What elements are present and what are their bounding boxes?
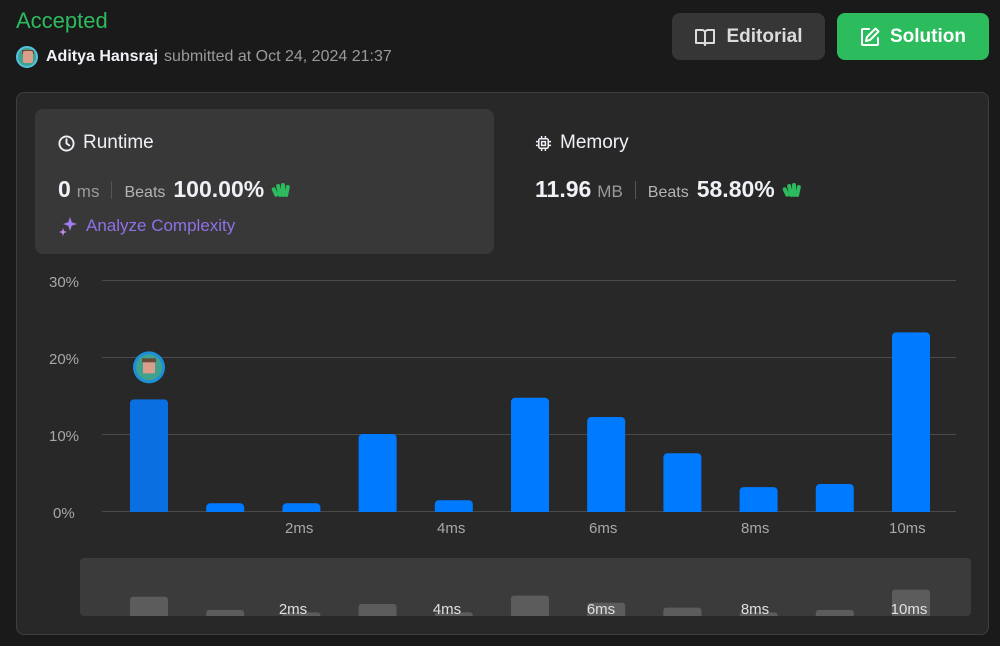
sparkle-icon [59,217,77,236]
memory-value: 11.96 [535,176,592,202]
navigator-bar [663,607,702,616]
navigator-bar [587,602,626,616]
editorial-label: Editorial [726,25,803,47]
x-axis-line [102,511,956,512]
submitted-time: submitted at Oct 24, 2024 21:37 [164,48,392,65]
y-tick-label: 10% [49,428,80,445]
navigator-bars: 2ms 4ms 6ms 8ms 10ms [130,589,930,616]
gridline [102,357,956,358]
editorial-button[interactable]: Editorial [672,13,825,60]
y-tick-label: 20% [49,351,80,368]
memory-beats-value: 58.80% [696,176,775,202]
navigator-tick-label: 4ms [433,601,461,616]
memory-beats-label: Beats [647,184,689,201]
clapping-hands-icon [782,182,801,197]
navigator-bar [130,596,168,616]
chart-navigator[interactable]: 2ms 4ms 6ms 8ms 10ms [80,558,971,616]
navigator-bar [434,612,473,616]
x-tick-label: 2ms [285,520,314,537]
avatar[interactable] [16,46,38,68]
navigator-bar [815,610,854,616]
navigator-tick-label: 8ms [741,601,769,616]
navigator-bar [892,589,930,616]
x-tick-label: 10ms [889,520,926,537]
runtime-unit: ms [76,182,100,201]
navigator-tick-label: 2ms [279,601,307,616]
book-icon [695,28,716,46]
navigator-bar [206,610,245,616]
runtime-beats-label: Beats [124,184,166,201]
navigator-tick-label: 6ms [587,601,615,616]
username-link[interactable]: Aditya Hansraj [46,48,159,65]
memory-divider [634,180,636,199]
navigator-bar [358,604,397,616]
navigator-bar [282,612,321,616]
x-tick-label: 4ms [437,520,466,537]
status-accepted: Accepted [16,8,108,33]
gridline [102,280,956,281]
clock-icon [58,134,75,152]
solution-label: Solution [890,25,966,47]
runtime-title-label: Runtime [83,132,154,153]
memory-unit: MB [597,182,623,201]
edit-icon [861,27,880,46]
solution-button[interactable]: Solution [837,13,989,60]
memory-title-label: Memory [560,132,629,153]
x-tick-label: 8ms [741,520,770,537]
submission-info: Aditya Hansraj submitted at Oct 24, 2024… [16,46,392,68]
chip-icon [535,135,552,151]
gridline [102,434,956,435]
runtime-stats: 0 ms Beats 100.00% [58,176,292,203]
clapping-hands-icon [271,182,291,197]
navigator-bar [739,612,778,616]
y-tick-label: 30% [49,274,80,291]
runtime-divider [111,180,113,199]
analyze-complexity-label: Analyze Complexity [86,216,236,235]
runtime-title: Runtime [58,132,154,154]
x-tick-label: 6ms [589,520,618,537]
runtime-value: 0 [58,176,71,202]
memory-title[interactable]: Memory [535,132,629,154]
runtime-beats-value: 100.00% [173,176,265,202]
y-tick-label: 0% [53,505,75,522]
analyze-complexity-button[interactable]: Analyze Complexity [58,216,235,236]
navigator-bar [511,595,549,616]
navigator-tick-label: 10ms [891,601,928,616]
memory-stats: 11.96 MB Beats 58.80% [535,176,803,203]
